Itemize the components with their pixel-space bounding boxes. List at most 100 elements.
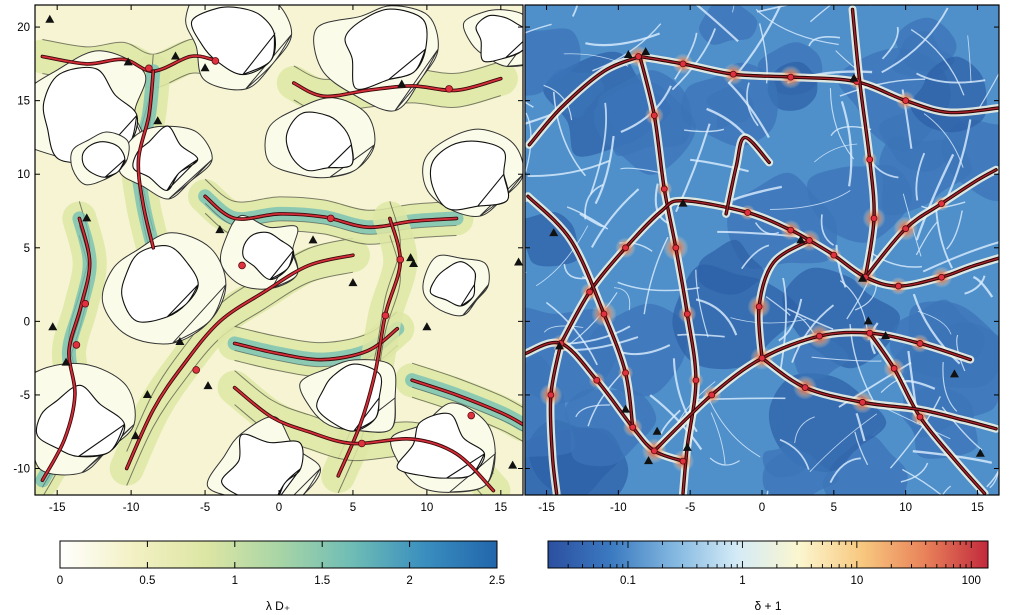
x-tick-label: 0 <box>759 502 765 514</box>
triangle-marker <box>949 369 959 378</box>
triangle-marker <box>123 57 133 66</box>
triangle-marker <box>508 460 518 469</box>
left-colorbar-bar <box>59 540 498 569</box>
density-wall <box>709 457 740 466</box>
colorbar-tick-label: 10 <box>850 575 863 587</box>
right-triangles <box>549 47 985 465</box>
triangle-marker <box>142 389 152 398</box>
x-tick-label: -5 <box>200 502 210 514</box>
y-tick-label: 0 <box>24 316 30 328</box>
triangle-marker <box>200 63 210 72</box>
x-tick-label: 0 <box>276 502 282 514</box>
density-wall <box>590 188 640 248</box>
density-wall <box>589 102 608 195</box>
right-colorbar-ticks: 0.1 1 10 100 <box>547 541 981 587</box>
density-wall <box>571 5 579 17</box>
right-panel-density-map: -15 -10 -5 0 5 10 15 <box>524 4 1000 514</box>
filament-line <box>292 77 502 98</box>
left-axes: -15 -10 -5 0 5 10 15 -10 -5 0 5 10 15 20 <box>13 5 523 514</box>
filament-line <box>41 217 91 482</box>
contour-line <box>411 362 523 408</box>
critical-point <box>660 185 668 193</box>
filament-line <box>137 70 155 249</box>
density-wall <box>809 413 878 472</box>
density-wall <box>915 152 926 201</box>
left-panel-lambda-map: -15 -10 -5 0 5 10 15 -10 -5 0 5 10 15 20 <box>13 4 524 514</box>
critical-point <box>72 341 81 349</box>
triangle-marker <box>549 228 559 237</box>
triangle-marker <box>422 322 432 331</box>
density-wall <box>808 35 841 47</box>
critical-point <box>758 354 766 362</box>
triangle-marker <box>554 341 564 350</box>
critical-point <box>916 340 924 347</box>
triangle-marker <box>397 79 407 88</box>
critical-point <box>396 255 405 264</box>
density-wall <box>695 5 739 43</box>
triangle-marker <box>881 331 891 340</box>
density-wall <box>998 491 999 494</box>
triangle-marker <box>682 442 692 451</box>
critical-point <box>600 310 608 318</box>
void-cell <box>822 435 908 495</box>
density-wall <box>910 29 965 96</box>
density-wall <box>563 263 586 280</box>
density-wall <box>527 159 611 177</box>
filament-line <box>411 379 523 426</box>
density-wall <box>755 8 839 46</box>
density-wall <box>941 485 952 495</box>
void-contour <box>242 231 295 281</box>
filament-line <box>528 55 641 146</box>
filament-line <box>549 342 562 495</box>
density-wall <box>900 462 929 483</box>
density-wall <box>659 409 681 436</box>
filament-line <box>41 55 214 73</box>
filament-line <box>725 136 770 215</box>
critical-point <box>326 214 335 223</box>
triangle-marker <box>849 73 859 82</box>
density-wall <box>881 7 949 74</box>
triangle-marker <box>644 456 654 465</box>
x-tick-label: 10 <box>420 502 433 514</box>
density-wall <box>946 119 972 198</box>
density-wall <box>575 404 611 418</box>
triangle-marker <box>858 273 868 282</box>
density-wall <box>695 298 738 336</box>
density-wall <box>902 468 943 495</box>
y-tick-label: -5 <box>20 390 30 402</box>
density-wall <box>787 307 834 330</box>
density-wall <box>989 465 999 489</box>
left-critical-points <box>72 57 476 448</box>
density-wall <box>915 221 939 256</box>
density-wall <box>552 91 587 177</box>
triangle-marker <box>131 431 141 440</box>
density-wall <box>613 287 631 311</box>
triangle-marker <box>48 322 58 331</box>
density-wall <box>710 412 726 465</box>
void-cell <box>525 28 581 96</box>
critical-point <box>729 70 737 78</box>
density-wall <box>889 396 941 469</box>
colorbar-tick-label: 100 <box>962 575 981 587</box>
critical-point <box>650 447 658 455</box>
critical-point <box>238 261 246 270</box>
colorbar-tick-label: 1 <box>232 575 238 587</box>
density-wall <box>935 209 953 269</box>
void-cell <box>672 264 800 370</box>
right-colorbar-label: δ + 1 <box>754 599 781 613</box>
density-wall <box>765 296 791 316</box>
filament-line <box>233 386 495 492</box>
triangle-marker <box>308 235 318 244</box>
void-contour <box>429 140 510 211</box>
critical-point <box>145 64 153 73</box>
colorbar-tick-label: 2.5 <box>489 575 505 587</box>
void-contour <box>35 384 126 458</box>
void-contour <box>190 6 276 76</box>
y-tick-label: 5 <box>24 243 30 255</box>
critical-point <box>81 299 90 308</box>
density-wall <box>617 281 700 292</box>
critical-point <box>902 225 910 233</box>
critical-point <box>547 391 555 399</box>
critical-point <box>830 251 838 259</box>
density-wall <box>779 438 810 470</box>
